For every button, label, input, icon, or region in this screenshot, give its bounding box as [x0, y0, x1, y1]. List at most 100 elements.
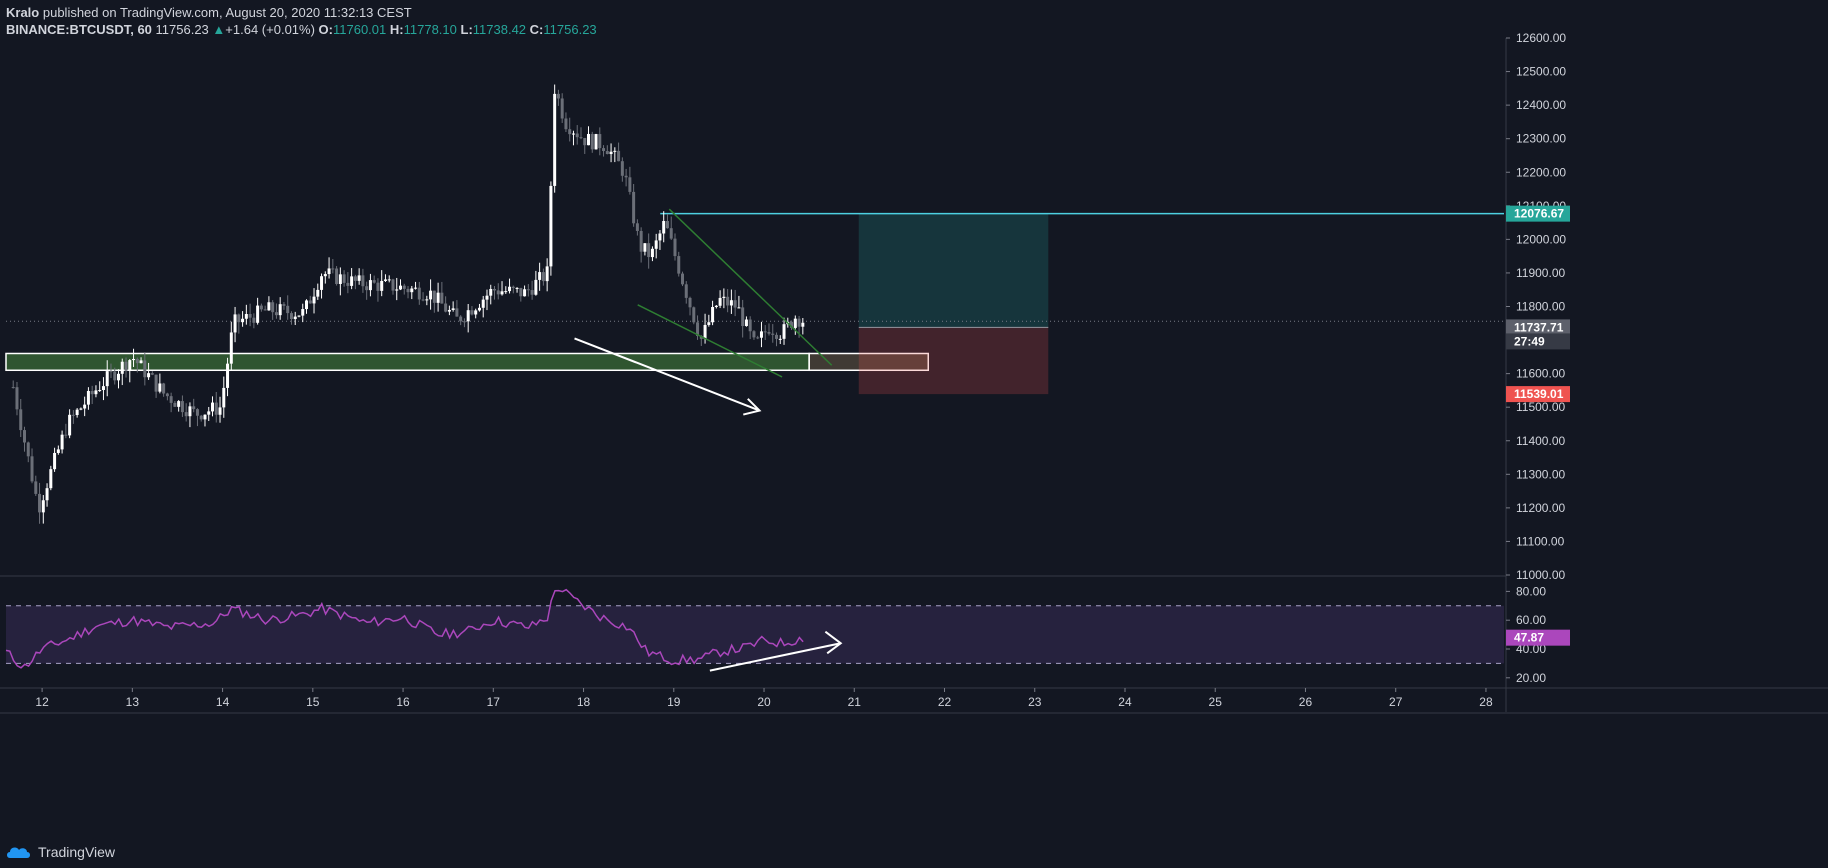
time-tick-label: 15	[306, 695, 320, 709]
candle-body	[583, 138, 587, 146]
candle-body	[162, 383, 166, 394]
price-change: +1.64 (+0.01%)	[225, 22, 315, 37]
candle-body	[402, 285, 406, 289]
candle-body	[15, 387, 19, 410]
price-tick-label: 12000.00	[1516, 232, 1566, 246]
candle-body	[549, 185, 553, 267]
candle-body	[564, 118, 568, 130]
candle-body	[744, 319, 748, 327]
rsi-value-badge-label: 47.87	[1514, 631, 1544, 645]
price-tick-label: 11100.00	[1516, 534, 1565, 548]
candle-body	[30, 456, 34, 482]
candle-body	[477, 307, 481, 311]
candle-body	[101, 386, 105, 391]
candle-body	[726, 296, 730, 306]
candle-body	[49, 469, 53, 489]
candle-body	[628, 177, 632, 192]
price-tick-label: 12200.00	[1516, 165, 1566, 179]
stop-price-badge-label: 11539.01	[1514, 387, 1564, 401]
candle-body	[756, 337, 760, 339]
candle-body	[711, 307, 715, 323]
candle-body	[184, 412, 188, 417]
rsi-tick-label: 60.00	[1516, 613, 1546, 627]
rsi-up-arrow-head	[824, 630, 843, 655]
candle-body	[383, 279, 387, 281]
time-tick-label: 21	[848, 695, 862, 709]
low-value: 11738.42	[472, 22, 527, 37]
time-tick-label: 25	[1209, 695, 1223, 709]
candle-body	[124, 361, 128, 371]
time-tick-label: 26	[1299, 695, 1313, 709]
candle-body	[605, 151, 609, 155]
candle-body	[226, 363, 230, 388]
price-tick-label: 11900.00	[1516, 266, 1565, 280]
high-value: 11778.10	[403, 22, 457, 37]
candle-body	[327, 268, 331, 275]
tradingview-brand[interactable]: TradingView	[6, 844, 115, 860]
candle-body	[763, 331, 767, 333]
candle-body	[361, 275, 365, 287]
candle-body	[587, 133, 591, 146]
candle-body	[83, 404, 87, 409]
position-target-zone	[858, 213, 1049, 328]
rsi-value-badge-bg	[1506, 629, 1570, 646]
price-tick-label: 12500.00	[1516, 65, 1566, 79]
candle-body	[241, 318, 245, 323]
candle-body	[128, 360, 132, 371]
candle-body	[504, 291, 508, 293]
candle-body	[508, 286, 512, 292]
candle-body	[188, 406, 192, 417]
candle-body	[481, 299, 485, 308]
candle-body	[767, 332, 771, 334]
candle-body	[301, 309, 305, 316]
ohlc-legend: BINANCE:BTCUSDT, 60 11756.23 ▲+1.64 (+0.…	[6, 22, 597, 37]
candle-body	[665, 221, 669, 229]
brand-name: TradingView	[38, 844, 116, 860]
rsi-up-arrow-line	[709, 642, 841, 672]
candle-body	[169, 396, 173, 403]
candle-body	[579, 137, 583, 139]
candle-body	[350, 276, 354, 286]
candle-body	[571, 133, 575, 135]
countdown-badge-bg	[1506, 333, 1570, 350]
candle-body	[733, 300, 737, 308]
candle-body	[150, 373, 154, 375]
symbol-label[interactable]: BINANCE:BTCUSDT, 60	[6, 22, 152, 37]
candle-body	[346, 282, 350, 286]
candle-body	[515, 287, 519, 289]
candle-body	[64, 434, 68, 436]
candle-body	[801, 322, 805, 327]
candle-body	[297, 315, 301, 317]
candle-body	[632, 191, 636, 224]
candle-body	[214, 402, 218, 415]
candle-body	[282, 304, 286, 306]
candle-body	[192, 406, 196, 410]
candle-body	[775, 334, 779, 339]
candle-body	[643, 243, 647, 252]
candle-body	[782, 324, 786, 339]
candle-body	[658, 233, 662, 241]
price-tick-label: 11500.00	[1516, 400, 1565, 414]
candle-body	[560, 98, 564, 119]
price-tick-label: 12600.00	[1516, 31, 1566, 45]
candle-body	[19, 409, 23, 431]
candle-body	[793, 318, 797, 328]
candle-body	[609, 151, 613, 155]
candle-body	[199, 415, 203, 420]
candle-body	[323, 274, 327, 277]
time-tick-label: 16	[396, 695, 410, 709]
candle-body	[165, 393, 169, 397]
candle-body	[451, 308, 455, 310]
candle-body	[729, 300, 733, 306]
price-tick-label: 12300.00	[1516, 132, 1566, 146]
candle-body	[391, 279, 395, 291]
time-tick-label: 18	[577, 695, 591, 709]
target-price-badge-label: 12076.67	[1514, 207, 1564, 221]
author-name[interactable]: Kralo	[6, 5, 40, 20]
candle-body	[11, 387, 15, 389]
candle-body	[617, 150, 621, 162]
candle-body	[511, 286, 515, 289]
time-tick-label: 20	[757, 695, 771, 709]
candle-body	[703, 324, 707, 339]
